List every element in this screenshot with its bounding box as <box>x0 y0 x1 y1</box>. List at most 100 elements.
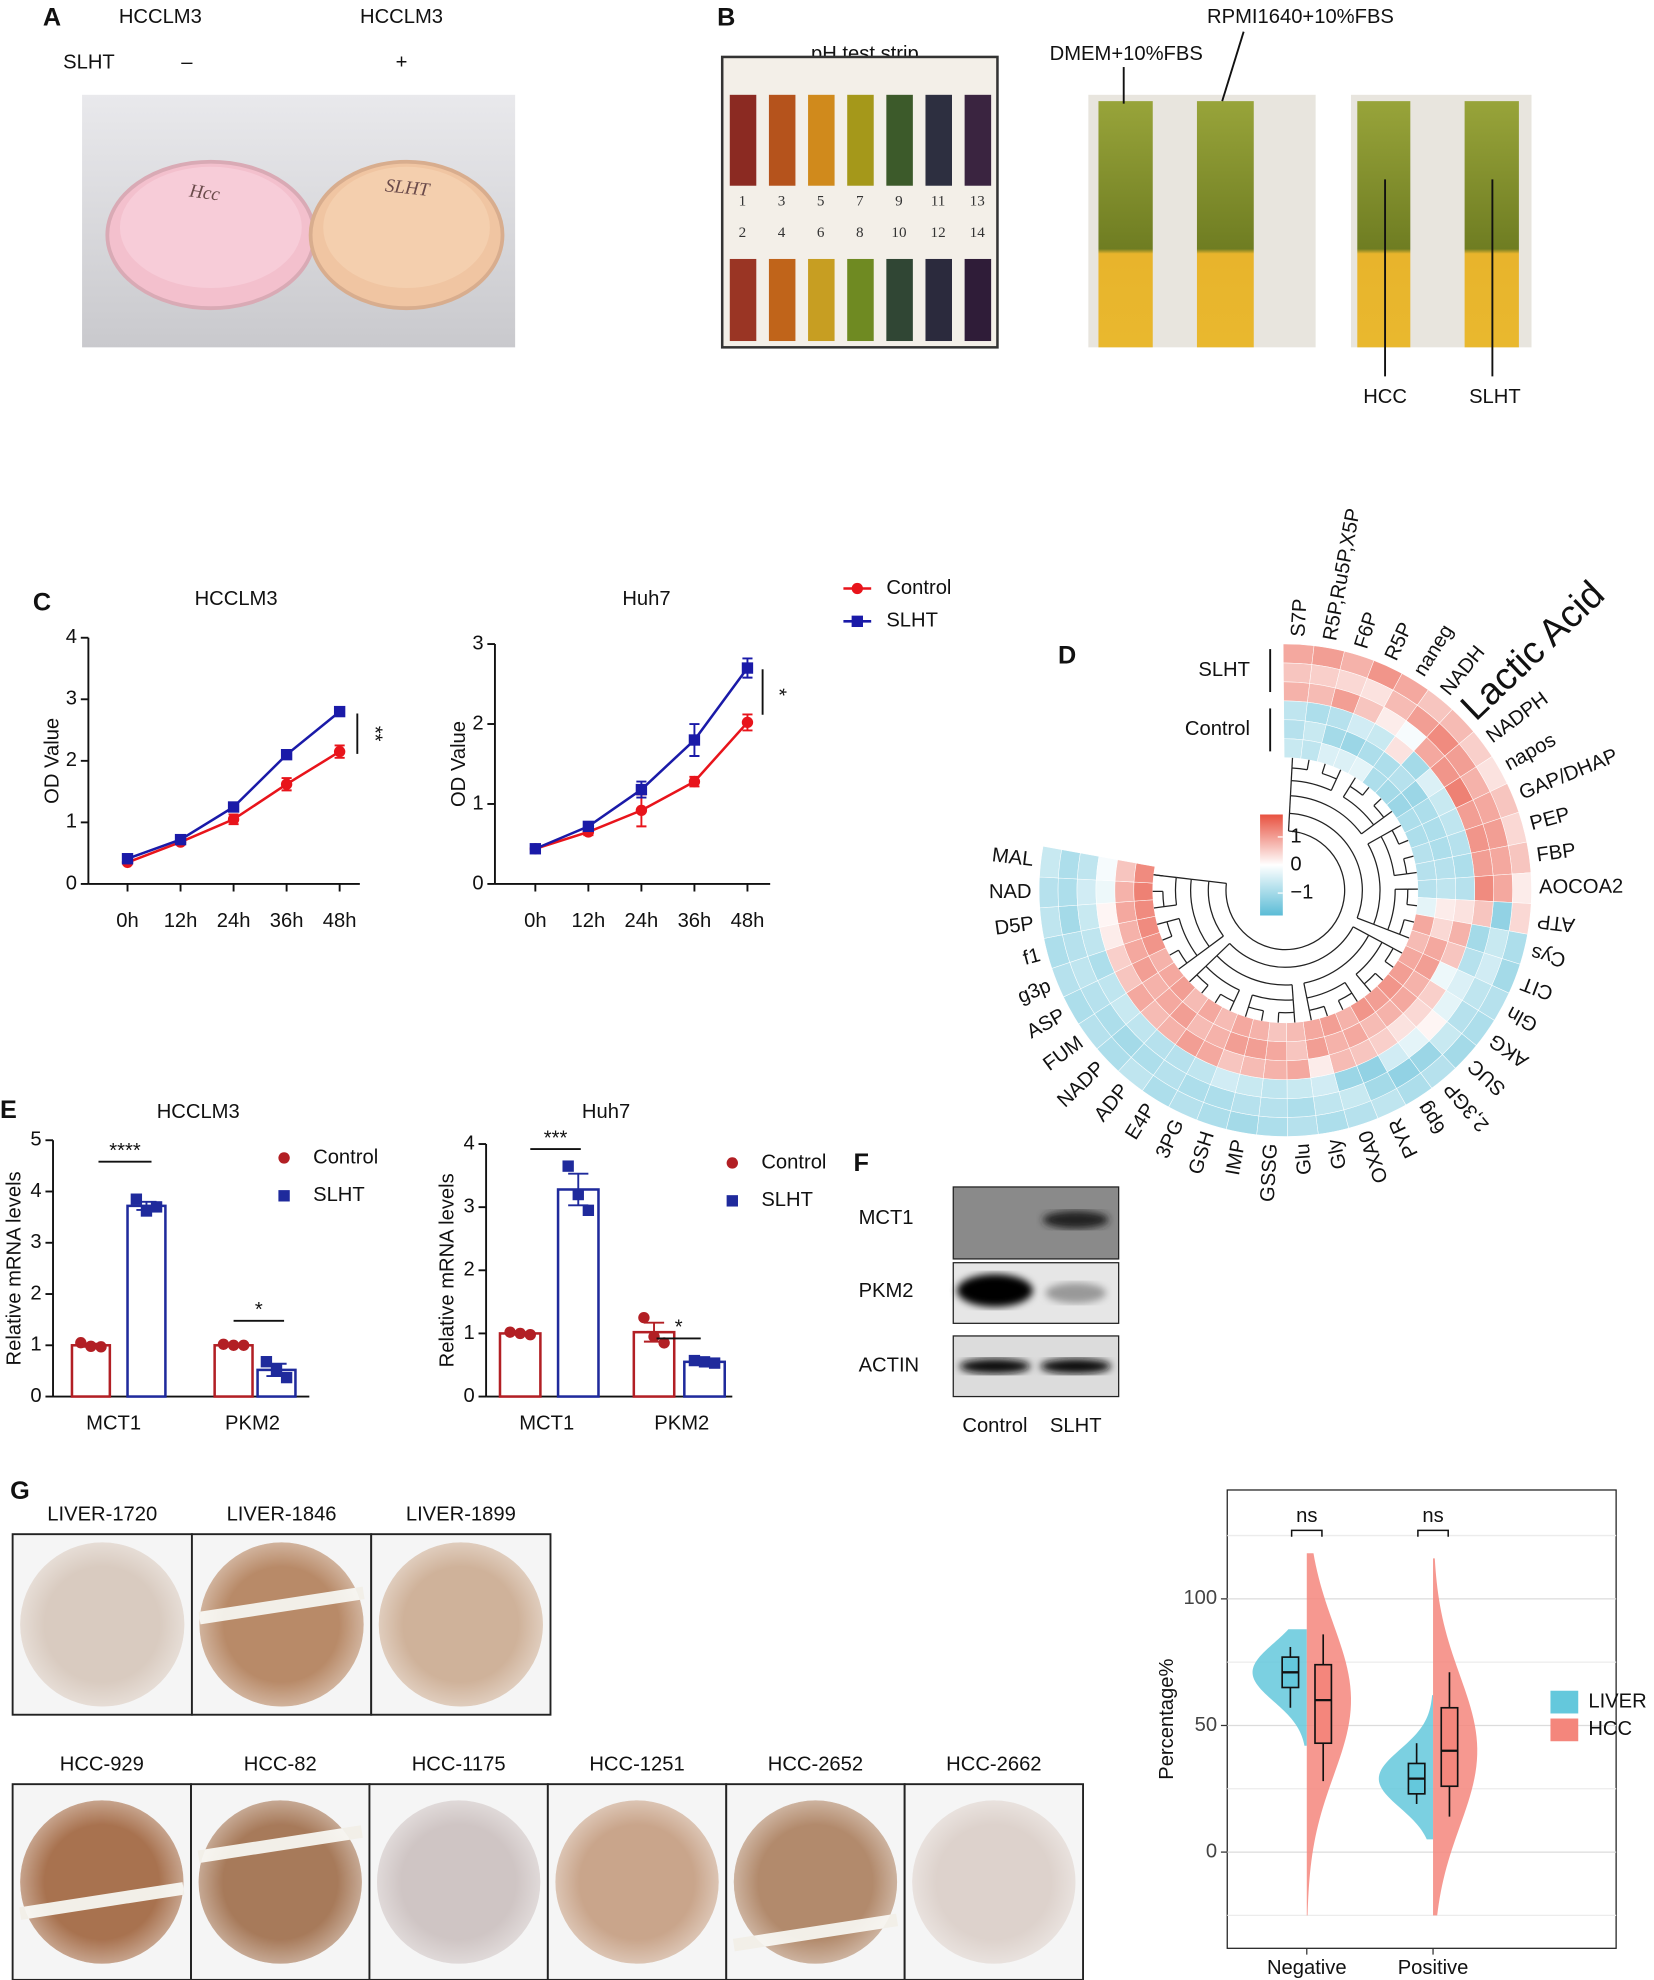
dendrogram <box>1308 1010 1312 1021</box>
heatmap-row-label: IMP <box>1222 1138 1250 1177</box>
strip-pad <box>964 258 992 342</box>
heatmap-cell <box>1077 852 1100 881</box>
heatmap-row-label: g3p <box>1015 975 1054 1008</box>
bar <box>126 1204 167 1398</box>
heatmap-row-label: MAL <box>991 844 1035 871</box>
heatmap-cell <box>1508 902 1532 935</box>
heatmap-cell <box>1470 849 1494 877</box>
dendrogram <box>1178 962 1188 970</box>
dendrogram <box>1349 785 1363 796</box>
heatmap-cell <box>1452 899 1475 925</box>
y-axis-label: Percentage% <box>1156 1659 1178 1780</box>
legend-label: Control <box>761 1151 826 1173</box>
y-axis-label: Relative mRNA levels <box>3 1171 25 1365</box>
strip-pad <box>729 94 757 186</box>
blot-band <box>1040 1358 1112 1374</box>
dendrogram <box>1289 780 1292 796</box>
marker <box>688 1354 701 1367</box>
y-tick-label: 1 <box>66 811 77 833</box>
dendrogram <box>1306 997 1310 1011</box>
x-tick-label: 0h <box>524 910 546 932</box>
y-tick-label: 0 <box>464 1385 475 1407</box>
legend-label: Control <box>886 577 951 599</box>
colorbar <box>1260 814 1283 916</box>
heatmap-row-label: Glu <box>1292 1143 1316 1176</box>
heatmap-cell <box>1283 700 1308 722</box>
strip-pad <box>847 94 874 186</box>
colorbar-label: 0 <box>1290 853 1301 875</box>
heatmap-cell <box>1114 859 1137 883</box>
dendrogram <box>1205 955 1218 967</box>
dish-medium <box>323 166 490 288</box>
significance: ns <box>1296 1505 1317 1527</box>
marker <box>260 1356 273 1368</box>
y-tick-label: 3 <box>66 688 77 710</box>
heatmap-row-label: FBP <box>1535 839 1577 866</box>
marker <box>635 783 648 796</box>
heatmap-cell <box>1114 880 1135 903</box>
dendrogram <box>1189 974 1198 983</box>
heatmap-row-label: CIT <box>1518 972 1556 1004</box>
dendrogram <box>1373 798 1382 807</box>
dendrogram <box>1384 960 1394 968</box>
marker <box>85 1340 97 1353</box>
strip-number: 7 <box>856 193 864 210</box>
dendrogram <box>1352 926 1369 936</box>
dendrogram <box>1351 992 1358 1002</box>
marker <box>130 1193 143 1205</box>
colorbar-label: −1 <box>1290 881 1313 903</box>
line <box>127 710 341 860</box>
dendrogram <box>1233 989 1240 1002</box>
heatmap-cell <box>1282 643 1315 665</box>
significance: *** <box>544 1127 568 1149</box>
dendrogram <box>1363 983 1372 993</box>
blot-band <box>959 1358 1031 1374</box>
strip-pad <box>729 258 757 342</box>
heatmap-cell <box>1096 902 1119 928</box>
heatmap-row-label: GSSG <box>1257 1143 1282 1202</box>
tissue-label: LIVER-1720 <box>47 1504 157 1526</box>
y-tick-label: 2 <box>30 1282 41 1304</box>
dendrogram <box>1403 858 1408 874</box>
dendrogram <box>1306 981 1346 999</box>
marker <box>237 1339 250 1351</box>
cell-line-label: HCCLM3 <box>119 6 202 28</box>
dendrogram <box>1330 778 1338 791</box>
heatmap-row-label: Gln <box>1503 1001 1541 1035</box>
legend-label: SLHT <box>761 1189 813 1211</box>
dendrogram <box>1355 942 1383 975</box>
strip-number: 5 <box>817 193 825 210</box>
dendrogram <box>1383 810 1393 818</box>
y-tick-label: 0 <box>472 872 483 894</box>
heatmap-cell <box>1058 849 1081 880</box>
heatmap-cell <box>1260 1078 1288 1099</box>
blot-band <box>1045 1282 1107 1304</box>
y-axis-label: Relative mRNA levels <box>437 1173 459 1367</box>
heatmap-cell <box>1434 898 1456 922</box>
blot-band <box>1042 1210 1109 1229</box>
y-tick-label: 5 <box>30 1129 41 1151</box>
heatmap-cell <box>1473 875 1494 902</box>
marker <box>280 749 293 761</box>
marker <box>150 1201 163 1213</box>
marker <box>741 716 754 729</box>
heatmap-cell <box>1286 1058 1311 1080</box>
strip-number: 2 <box>739 224 747 241</box>
dendrogram <box>1247 994 1253 1008</box>
heatmap-row-label: f1 <box>1021 944 1043 970</box>
panel-letter: E <box>0 1096 17 1124</box>
strip-pad <box>808 258 835 342</box>
y-tick-label: 0 <box>1206 1840 1217 1862</box>
dendrogram <box>1252 994 1294 1001</box>
heatmap-cell <box>1115 900 1138 924</box>
legend-label: HCC <box>1588 1718 1632 1740</box>
dendrogram <box>1196 974 1209 986</box>
heatmap-cell <box>1452 852 1475 879</box>
heatmap-row-label: E4P <box>1121 1100 1160 1144</box>
tissue-rim <box>20 1542 185 1707</box>
x-tick-label: PKM2 <box>654 1413 709 1435</box>
strip-pad <box>768 258 796 342</box>
strip-number: 9 <box>895 193 903 210</box>
marker <box>504 1326 516 1338</box>
